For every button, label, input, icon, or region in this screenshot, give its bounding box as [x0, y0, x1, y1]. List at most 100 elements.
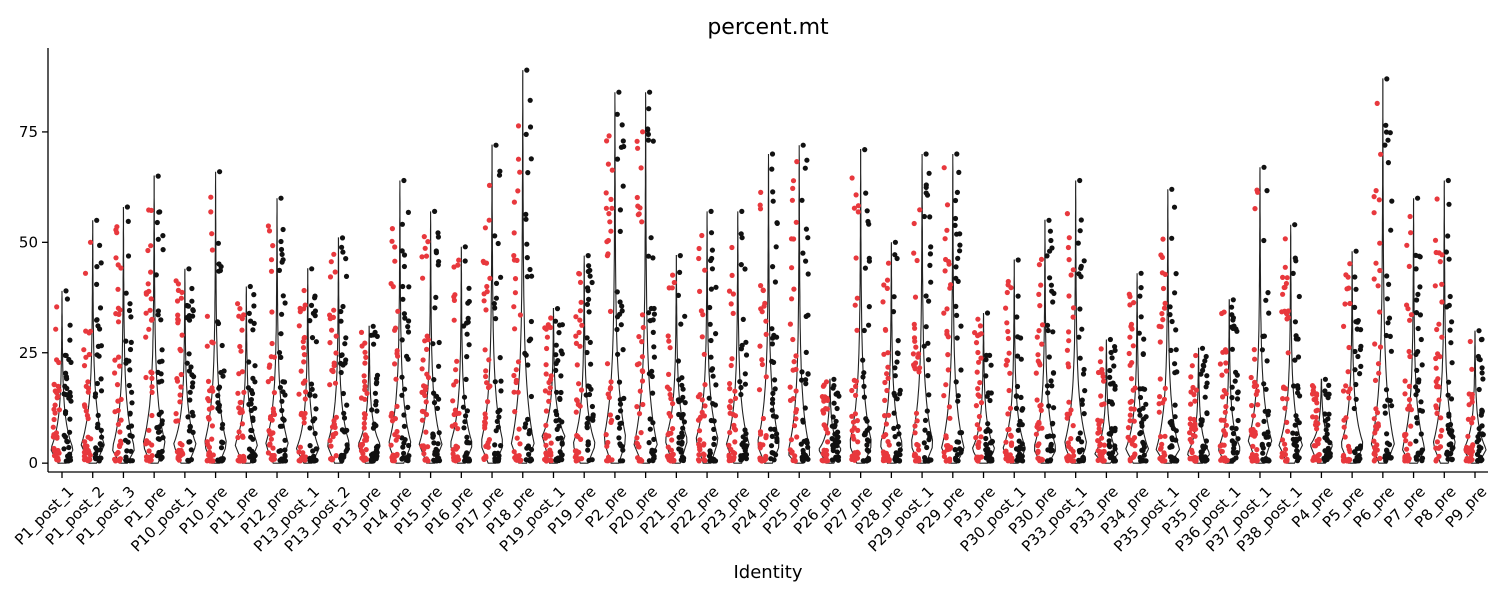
data-point	[586, 391, 593, 398]
data-point	[1403, 438, 1409, 444]
data-point	[1079, 326, 1085, 332]
data-point	[399, 374, 405, 380]
data-point	[451, 317, 457, 323]
data-point	[975, 444, 982, 450]
data-point	[1373, 423, 1379, 430]
data-point	[388, 281, 394, 287]
data-point	[1143, 458, 1149, 464]
data-point	[1128, 323, 1134, 330]
data-point	[496, 172, 503, 178]
data-point	[1371, 451, 1377, 457]
data-point	[374, 333, 380, 339]
data-point	[1285, 428, 1291, 434]
data-point	[1314, 407, 1321, 413]
data-point	[863, 416, 869, 422]
data-point	[884, 285, 890, 291]
data-point	[1343, 272, 1349, 278]
data-point	[67, 457, 74, 463]
data-point	[270, 409, 277, 415]
data-point	[1445, 233, 1451, 239]
data-point	[578, 387, 585, 393]
data-point	[187, 389, 193, 395]
data-point	[1230, 430, 1237, 437]
data-point	[279, 311, 285, 317]
data-point	[1130, 387, 1136, 393]
data-point	[248, 388, 254, 394]
data-point	[1343, 383, 1349, 389]
data-point	[1034, 397, 1040, 403]
data-point	[307, 318, 313, 324]
data-point	[1232, 378, 1238, 384]
data-point	[1039, 341, 1045, 347]
data-point	[1371, 416, 1377, 422]
data-point	[732, 388, 738, 394]
data-point	[313, 406, 319, 412]
data-point	[1383, 387, 1390, 393]
data-point	[173, 411, 179, 417]
data-point	[586, 309, 592, 315]
data-point	[1446, 256, 1452, 262]
data-point	[1159, 254, 1165, 260]
data-point	[618, 144, 625, 150]
data-point	[482, 347, 488, 353]
data-point	[1233, 369, 1239, 375]
data-point	[204, 343, 210, 349]
data-point	[401, 450, 407, 456]
data-point	[388, 442, 394, 448]
data-point	[1376, 197, 1382, 203]
data-point	[374, 408, 380, 414]
data-point	[497, 355, 503, 361]
data-point	[484, 380, 490, 386]
data-point	[799, 457, 806, 463]
data-point	[1169, 235, 1175, 241]
data-point	[975, 392, 981, 398]
data-point	[53, 430, 60, 436]
data-point	[1229, 406, 1235, 412]
data-point	[1229, 304, 1235, 310]
data-point	[923, 293, 929, 299]
data-point	[117, 363, 123, 369]
data-point	[1414, 420, 1420, 426]
data-point	[481, 456, 487, 462]
data-point	[1143, 414, 1149, 420]
data-point	[1265, 429, 1271, 435]
data-point	[774, 431, 780, 437]
data-point	[770, 198, 776, 204]
data-point	[884, 387, 890, 394]
data-point-max	[524, 67, 530, 73]
data-point	[639, 339, 645, 345]
points-P35_pre	[1187, 345, 1210, 464]
data-point	[148, 457, 154, 463]
data-point	[128, 448, 134, 454]
data-point	[143, 334, 149, 340]
data-point	[1221, 309, 1227, 315]
data-point	[1433, 249, 1439, 256]
data-point	[1138, 430, 1144, 436]
data-point	[399, 221, 405, 227]
data-point	[251, 320, 257, 326]
data-point	[1377, 455, 1383, 461]
data-point	[492, 379, 498, 385]
data-point	[523, 352, 529, 358]
data-point	[1418, 336, 1424, 343]
data-point	[1437, 259, 1443, 265]
data-point	[430, 341, 436, 347]
data-point	[1071, 453, 1077, 459]
data-point	[548, 315, 554, 321]
data-point	[513, 453, 519, 459]
data-point	[861, 432, 868, 438]
data-point	[1004, 320, 1010, 326]
data-point	[178, 384, 184, 390]
data-point	[586, 263, 592, 269]
plot-area	[50, 67, 1487, 464]
data-point	[303, 389, 309, 395]
data-point	[495, 456, 502, 462]
data-point	[604, 138, 610, 144]
data-point	[634, 194, 640, 201]
data-point	[928, 457, 934, 463]
data-point	[494, 418, 500, 424]
data-point	[1387, 398, 1393, 404]
data-point	[727, 381, 733, 387]
data-point	[425, 239, 431, 245]
data-point	[1127, 418, 1133, 424]
